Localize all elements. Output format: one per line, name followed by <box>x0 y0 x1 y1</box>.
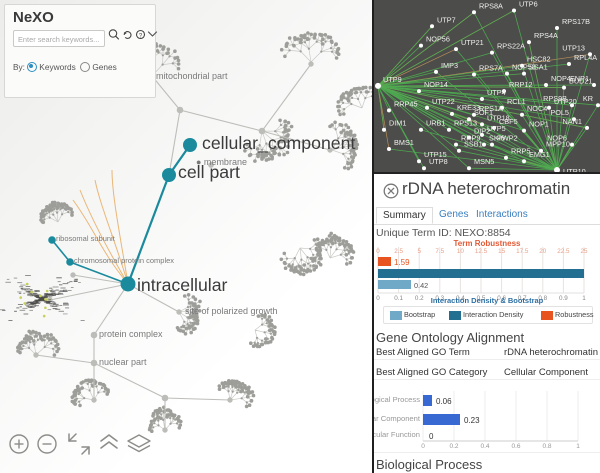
svg-text:NOP4: NOP4 <box>551 74 571 83</box>
svg-text:PWP2: PWP2 <box>497 134 518 143</box>
svg-text:URB1: URB1 <box>426 119 445 128</box>
svg-text:17.5: 17.5 <box>516 248 529 255</box>
svg-text:0.42: 0.42 <box>414 281 428 290</box>
svg-text:UTP8: UTP8 <box>429 157 448 166</box>
svg-text:NAN1: NAN1 <box>563 117 582 126</box>
svg-text:KR: KR <box>583 94 593 103</box>
svg-text:UTP5: UTP5 <box>487 124 506 133</box>
svg-text:EMG1: EMG1 <box>529 150 550 159</box>
svg-text:NOP14: NOP14 <box>424 80 448 89</box>
svg-text:UTP13: UTP13 <box>562 43 585 52</box>
svg-text:IMP3: IMP3 <box>441 61 458 70</box>
svg-text:20: 20 <box>539 248 547 255</box>
svg-text:RRP5: RRP5 <box>511 147 530 156</box>
svg-text:RPS17B: RPS17B <box>562 17 590 26</box>
svg-text:0.6: 0.6 <box>511 443 520 449</box>
svg-text:NOP1: NOP1 <box>529 120 549 129</box>
svg-text:UTP9: UTP9 <box>383 75 402 84</box>
svg-text:BMS1: BMS1 <box>394 138 414 147</box>
svg-text:RPL4A: RPL4A <box>574 53 597 62</box>
svg-text:RPS1A: RPS1A <box>479 104 503 113</box>
svg-text:MSN5: MSN5 <box>474 157 494 166</box>
svg-text:NOC4: NOC4 <box>527 104 547 113</box>
svg-text:Biological Process: Biological Process <box>374 395 420 404</box>
svg-text:POL5: POL5 <box>550 108 569 117</box>
svg-text:0: 0 <box>429 432 434 441</box>
svg-text:RPS7A: RPS7A <box>479 64 503 73</box>
svg-text:0: 0 <box>421 443 425 449</box>
svg-text:UTP6: UTP6 <box>519 0 538 9</box>
svg-text:NOP6: NOP6 <box>547 134 567 143</box>
svg-text:UTP10: UTP10 <box>563 167 586 172</box>
svg-text:SSA1: SSA1 <box>529 63 548 72</box>
svg-text:UTP4: UTP4 <box>487 88 506 97</box>
svg-text:0.2: 0.2 <box>449 443 458 449</box>
svg-text:RPS4A: RPS4A <box>534 31 558 40</box>
svg-text:0.4: 0.4 <box>480 443 489 449</box>
svg-text:Molecular Function: Molecular Function <box>374 430 420 439</box>
svg-text:RRP45: RRP45 <box>394 99 418 108</box>
svg-text:1: 1 <box>576 443 580 449</box>
svg-text:0.8: 0.8 <box>542 443 551 449</box>
svg-text:0.06: 0.06 <box>436 397 452 406</box>
svg-text:UTP22: UTP22 <box>432 97 455 106</box>
svg-text:UTP7: UTP7 <box>437 15 456 24</box>
svg-text:15: 15 <box>498 248 506 255</box>
svg-text:0.23: 0.23 <box>464 416 480 425</box>
svg-text:Cellular Component: Cellular Component <box>374 414 421 423</box>
svg-text:NOP56: NOP56 <box>426 35 450 44</box>
svg-text:22.5: 22.5 <box>557 248 570 255</box>
svg-text:12.5: 12.5 <box>475 248 488 255</box>
svg-text:RRP9: RRP9 <box>461 134 480 143</box>
svg-text:UTP21: UTP21 <box>461 38 484 47</box>
svg-text:RPS22A: RPS22A <box>497 42 525 51</box>
svg-text:1.59: 1.59 <box>394 258 410 267</box>
svg-text:DIM1: DIM1 <box>389 119 406 128</box>
svg-text:RPS9B: RPS9B <box>543 94 567 103</box>
svg-text:RPS8A: RPS8A <box>479 1 503 10</box>
svg-text:RRP12: RRP12 <box>509 80 533 89</box>
svg-text:10: 10 <box>457 248 465 255</box>
svg-text:5: 5 <box>417 248 421 255</box>
svg-text:ENP1: ENP1 <box>570 74 589 83</box>
svg-text:2.5: 2.5 <box>394 248 403 255</box>
svg-text:RCL1: RCL1 <box>507 97 526 106</box>
svg-text:7.5: 7.5 <box>435 248 444 255</box>
svg-text:25: 25 <box>580 248 588 255</box>
svg-text:0: 0 <box>376 248 380 255</box>
